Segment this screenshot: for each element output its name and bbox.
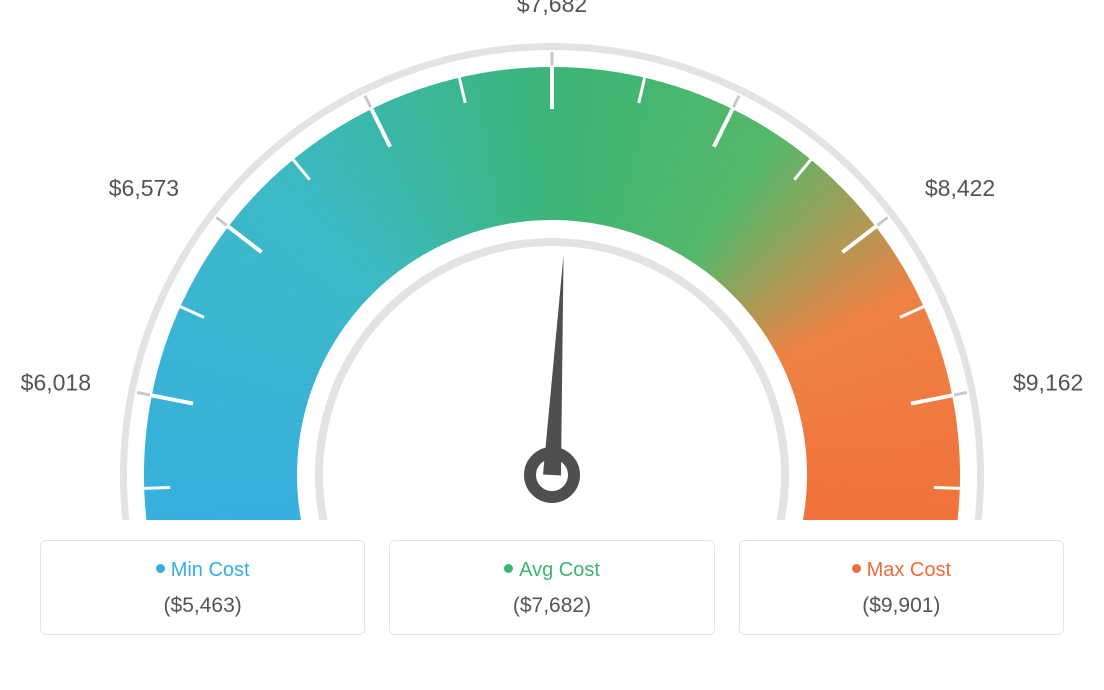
gauge-svg: $5,463$6,018$6,573$7,682$8,422$9,162$9,9… [0,0,1104,520]
legend-avg-dot [504,564,513,573]
legend-min-title: Min Cost [51,559,354,594]
legend-avg-card: Avg Cost ($7,682) [389,540,714,635]
legend-avg-value: ($7,682) [400,594,703,618]
legend-min-dot [156,564,165,573]
svg-text:$9,162: $9,162 [1013,369,1083,395]
legend-max-dot [852,564,861,573]
legend-max-title: Max Cost [750,559,1053,594]
legend-avg-label: Avg Cost [519,559,600,581]
legend-row: Min Cost ($5,463) Avg Cost ($7,682) Max … [0,520,1104,635]
legend-max-card: Max Cost ($9,901) [739,540,1064,635]
legend-min-value: ($5,463) [51,594,354,618]
legend-max-value: ($9,901) [750,594,1053,618]
svg-text:$7,682: $7,682 [517,0,587,17]
legend-min-label: Min Cost [171,559,250,581]
svg-text:$6,018: $6,018 [21,369,91,395]
svg-text:$6,573: $6,573 [109,175,179,201]
cost-gauge: $5,463$6,018$6,573$7,682$8,422$9,162$9,9… [0,0,1104,520]
legend-max-label: Max Cost [867,559,951,581]
legend-avg-title: Avg Cost [400,559,703,594]
legend-min-card: Min Cost ($5,463) [40,540,365,635]
svg-text:$8,422: $8,422 [925,175,995,201]
